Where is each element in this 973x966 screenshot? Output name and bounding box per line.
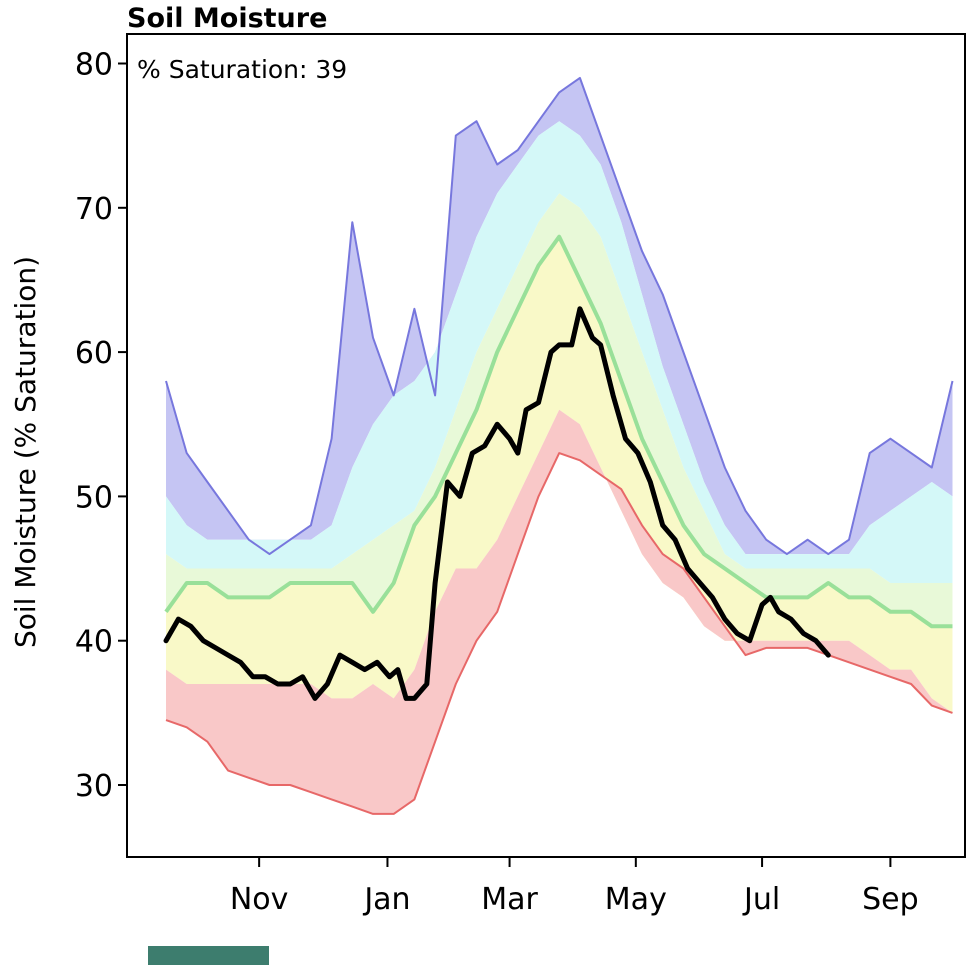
y-axis: 30 40 50 60 70 80 xyxy=(75,48,127,804)
band-max-fill xyxy=(166,77,953,555)
band-p75-fill xyxy=(166,193,953,627)
x-tick-label: Jul xyxy=(742,882,780,917)
y-axis-label: Soil Moisture (% Saturation) xyxy=(9,256,42,648)
band-p90-fill xyxy=(166,121,953,583)
y-tick-label: 40 xyxy=(75,625,113,660)
x-tick-label: Nov xyxy=(230,882,289,917)
plot-frame xyxy=(126,33,966,858)
x-axis: Nov Jan Mar May Jul Sep xyxy=(230,857,919,917)
y-tick-label: 30 xyxy=(75,769,113,804)
current-series-layer xyxy=(163,306,831,701)
x-tick-label: Sep xyxy=(862,882,919,917)
chart-title: Soil Moisture xyxy=(127,3,327,34)
y-tick-label: 80 xyxy=(75,48,113,83)
band-max-line xyxy=(165,76,954,556)
percentile-bands xyxy=(164,76,954,815)
y-tick-label: 60 xyxy=(75,336,113,371)
band-median-line xyxy=(164,234,953,629)
x-tick-label: May xyxy=(605,882,667,917)
x-tick-label: Mar xyxy=(481,882,538,917)
x-tick-label: Jan xyxy=(362,882,410,917)
series-current-line xyxy=(163,306,831,701)
legend-color-bar xyxy=(148,946,269,965)
band-p25-fill xyxy=(166,409,953,814)
saturation-annotation: % Saturation: 39 xyxy=(137,55,347,84)
band-median-fill xyxy=(166,236,953,713)
y-tick-label: 50 xyxy=(75,480,113,515)
y-tick-label: 70 xyxy=(75,192,113,227)
band-min-line xyxy=(165,452,953,815)
